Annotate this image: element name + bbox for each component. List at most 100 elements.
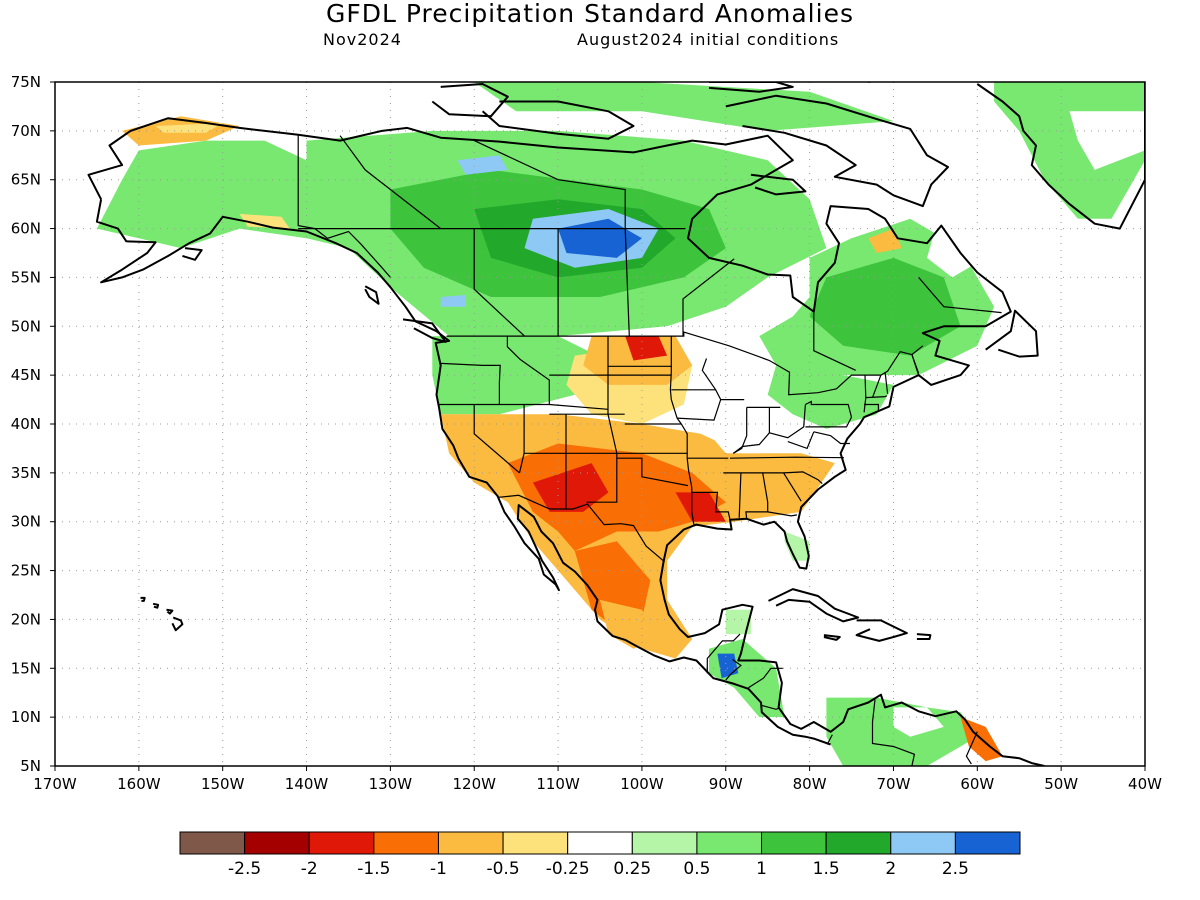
state-104w	[586, 336, 618, 503]
anomaly-region-labrador-dry	[868, 228, 902, 253]
lon-tick-label: 80W	[793, 775, 827, 793]
hawaii-big-island	[171, 616, 184, 632]
lat-tick-label: 75N	[11, 73, 41, 91]
lat-tick-label: 50N	[11, 317, 41, 335]
hawaii-oahu	[152, 602, 160, 609]
anomaly-region-dakota-very-dry	[625, 336, 668, 361]
lat-tick-label: 30N	[11, 513, 41, 531]
guatemala-honduras-border	[725, 659, 742, 681]
colorbar-tick-label: -0.5	[486, 859, 519, 879]
lat-tick-label: 20N	[11, 610, 41, 628]
north-america-coast	[87, 117, 1045, 766]
prov-mb-on	[682, 258, 735, 337]
state-wa-or	[440, 362, 501, 405]
lon-tick-label: 60W	[960, 775, 994, 793]
anomaly-region-yucatan-light	[725, 609, 751, 635]
lon-tick-label: 90W	[709, 775, 743, 793]
map-title: GFDL Precipitation Standard Anomalies	[326, 0, 854, 28]
state-al-ga	[745, 472, 769, 519]
lon-tick-label: 130W	[369, 775, 413, 793]
colorbar-tick-label: 1	[756, 859, 767, 879]
lat-tick-label: 55N	[11, 268, 41, 286]
lon-tick-label: 140W	[285, 775, 329, 793]
southampton-island	[750, 173, 807, 196]
lat-tick-label: 65N	[11, 171, 41, 189]
forecast-month-label: Nov2024	[323, 30, 402, 49]
lat-tick-label: 40N	[11, 415, 41, 433]
colorbar-swatch	[437, 831, 504, 855]
us-canada-border	[446, 331, 920, 396]
prov-nb	[911, 345, 924, 374]
prov-on-qc	[813, 311, 856, 371]
colorbar-swatch	[567, 831, 633, 855]
state-minnesota	[701, 358, 717, 391]
lat-tick-label: 45N	[11, 366, 41, 384]
colorbar-tick-label: 2.5	[942, 859, 969, 879]
nicaragua-costa-rica-border	[761, 704, 779, 710]
state-nv-ca	[473, 404, 520, 474]
colorbar-tick-label: 0.25	[613, 859, 651, 879]
baffin-island	[725, 94, 949, 208]
colorbar-swatch	[308, 831, 375, 855]
colorbar-swatch	[373, 831, 439, 855]
anomaly-region-arctic-islands	[474, 82, 894, 131]
colorbar-tick-label: 1.5	[813, 859, 840, 879]
banks-island	[431, 83, 509, 118]
anomaly-region-alaska-moist	[96, 140, 374, 249]
state-wv-va	[787, 431, 815, 450]
colorbar-tick-label: 0.5	[683, 859, 710, 879]
greenland	[868, 82, 1145, 230]
mexico-guatemala-border	[706, 633, 741, 674]
kodiak-island	[182, 247, 203, 261]
hispaniola	[855, 619, 908, 642]
newfoundland	[985, 309, 1039, 358]
state-96w	[669, 336, 695, 525]
colorbar-swatch	[244, 831, 310, 855]
anomaly-region-canada-northwest-wet	[457, 155, 508, 175]
state-ct	[864, 403, 880, 412]
colorbar-swatch	[825, 831, 892, 855]
prov-yukon-nwt	[339, 135, 442, 230]
anomaly-region-ohio-valley-neutral	[709, 404, 793, 454]
state-ok-tx	[616, 457, 689, 487]
colorbar-swatch	[761, 831, 827, 855]
colorbar-tick-label: -1.5	[357, 859, 390, 879]
colorbar-swatch	[954, 831, 1021, 855]
map-body	[55, 82, 1145, 766]
alaska-canada-border	[297, 134, 391, 278]
state-mt-id	[506, 336, 550, 405]
us-mexico-border	[498, 494, 665, 563]
state-ar-la	[691, 491, 731, 520]
state-ohio-river	[732, 404, 806, 454]
prov-qc-nl	[918, 277, 1002, 314]
colorbar-tick-label: -0.25	[546, 859, 590, 879]
lon-tick-label: 160W	[117, 775, 161, 793]
lon-tick-label: 170W	[33, 775, 77, 793]
anomaly-region-northeast-moist	[767, 365, 894, 429]
initial-conditions-label: August2024 initial conditions	[577, 30, 839, 49]
pacific-coast	[95, 199, 831, 746]
lon-tick-label: 120W	[452, 775, 496, 793]
state-ga-sc	[783, 472, 802, 502]
lat-tick-label: 5N	[20, 757, 41, 775]
colorbar-tick-label: -2.5	[228, 859, 261, 879]
lat-tick-label: 15N	[11, 659, 41, 677]
anomaly-region-florida-light	[784, 531, 810, 561]
anomaly-region-southwest-strong	[532, 463, 609, 512]
venezuela-guyana-border	[965, 731, 978, 765]
colorbar-swatch	[890, 831, 956, 855]
colorbar-swatch	[179, 831, 246, 855]
anomaly-region-gulf-strong	[675, 492, 726, 522]
anomaly-region-dakota-dry	[583, 336, 693, 385]
lat-tick-label: 10N	[11, 708, 41, 726]
prov-sk-mb	[624, 228, 630, 337]
lat-tick-label: 35N	[11, 464, 41, 482]
colorbar-swatch	[502, 831, 569, 855]
colorbar-tick-label: -1	[430, 859, 447, 879]
anomaly-region-canada-west-wet	[440, 295, 466, 307]
latitude-axis: 5N 10N 15N 20N 25N 30N 35N 40N 45N 50N 55N 60N 65N 70…	[11, 73, 55, 775]
lat-tick-label: 70N	[11, 122, 41, 140]
colorbar-tick-label: 2	[885, 859, 896, 879]
colorbar-swatch	[631, 831, 698, 855]
